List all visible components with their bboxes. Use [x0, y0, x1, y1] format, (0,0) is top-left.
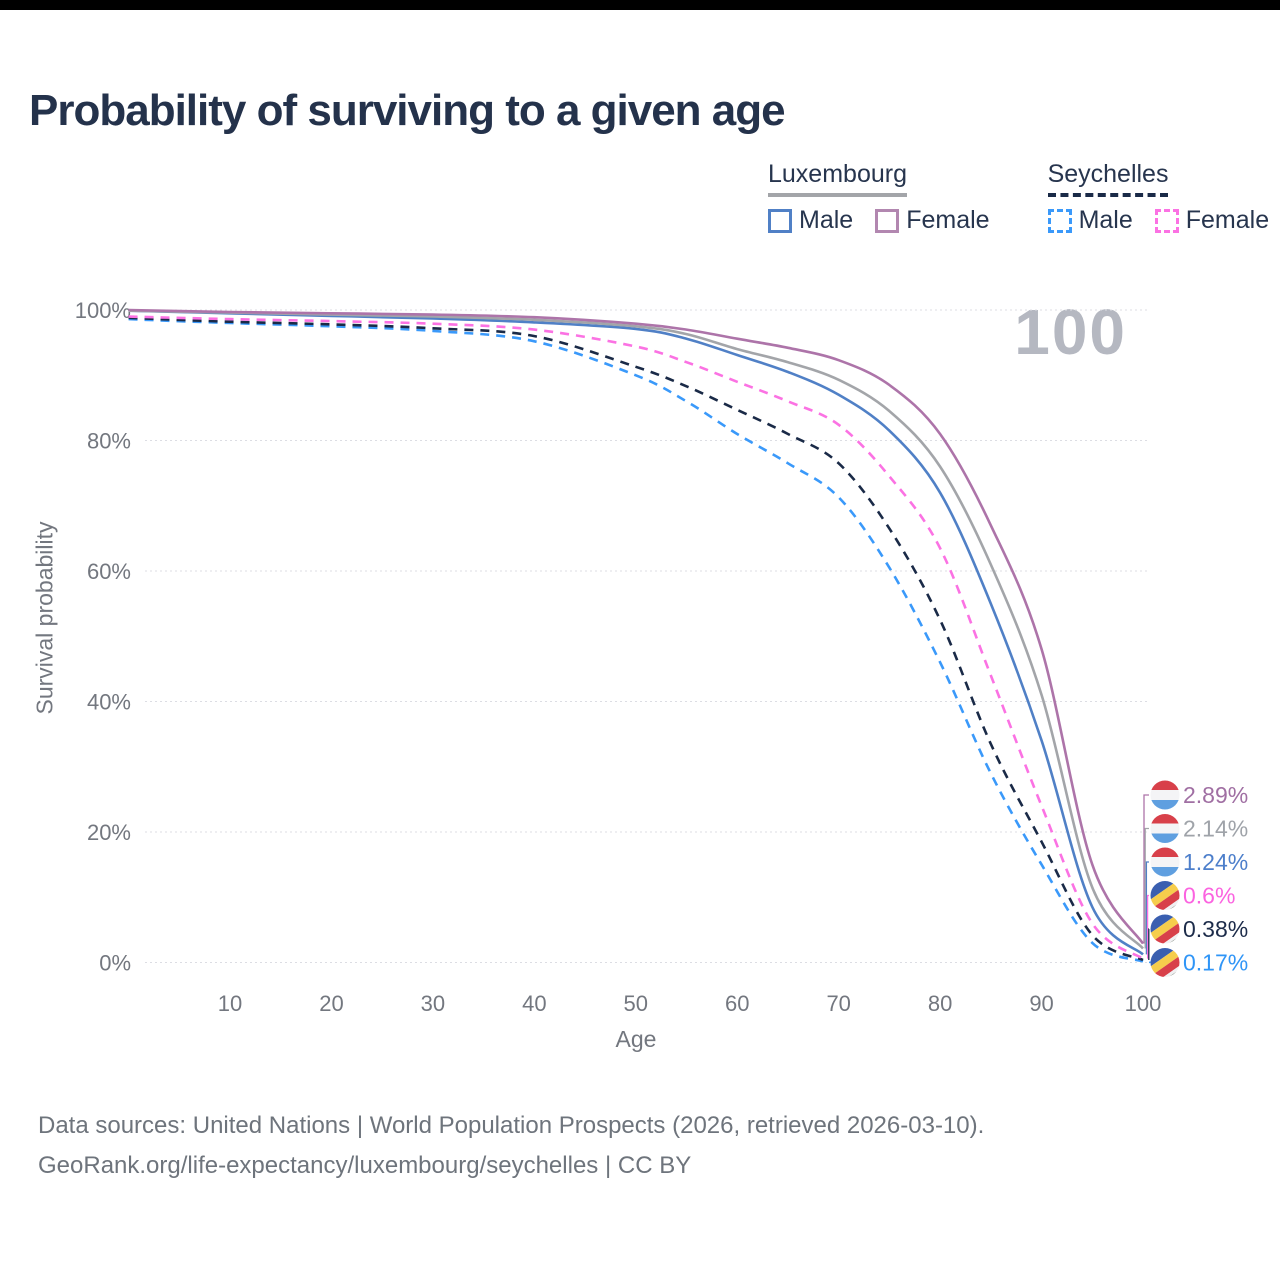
curve-luxembourg-female[interactable] [128, 308, 1145, 945]
end-label-connector-seychelles-male [1149, 961, 1151, 964]
legend-row-luxembourg: Male Female [768, 206, 1012, 235]
luxembourg-flag-icon [1150, 847, 1180, 877]
attribution-line: GeoRank.org/life-expectancy/luxembourg/s… [38, 1152, 692, 1179]
legend: Luxembourg Male Female Seychelles Male [768, 160, 1280, 235]
y-tick-label-0%: 0% [99, 951, 131, 976]
y-tick-label-60%: 60% [87, 559, 131, 584]
page-title: Probability of surviving to a given age [29, 86, 786, 135]
seychelles-female-swatch-icon [1154, 208, 1179, 233]
footer: Data sources: United Nations | World Pop… [38, 1106, 984, 1186]
x-tick-label-40: 40 [522, 991, 546, 1016]
x-tick-label-30: 30 [421, 991, 445, 1016]
end-value-label-seychelles-female: 0.6% [1183, 883, 1235, 909]
x-tick-label-80: 80 [928, 991, 952, 1016]
y-tick-label-40%: 40% [87, 690, 131, 715]
data-sources-line: Data sources: United Nations | World Pop… [38, 1112, 985, 1139]
luxembourg-flag-icon [1150, 814, 1180, 843]
legend-country-luxembourg[interactable]: Luxembourg [768, 160, 907, 197]
luxembourg-male-swatch-icon [768, 208, 792, 233]
curve-seychelles-male[interactable] [128, 317, 1144, 963]
legend-row-seychelles: Male Female [1047, 206, 1280, 235]
legend-item-seychelles-male[interactable]: Male [1047, 206, 1133, 235]
x-tick-label-50: 50 [624, 991, 648, 1016]
x-tick-label-60: 60 [725, 991, 749, 1016]
legend-group-seychelles: Seychelles Male Female [1047, 160, 1280, 235]
hovered-age-watermark: 100 [1014, 296, 1127, 368]
y-tick-label-80%: 80% [87, 429, 131, 454]
y-tick-label-100%: 100% [75, 298, 131, 323]
y-tick-label-20%: 20% [87, 820, 131, 845]
luxembourg-flag-icon [1150, 780, 1180, 810]
legend-item-luxembourg-female[interactable]: Female [875, 206, 990, 235]
end-label-connector-luxembourg-male [1145, 861, 1149, 955]
legend-label-seychelles-female: Female [1185, 206, 1270, 234]
legend-group-luxembourg: Luxembourg Male Female [768, 160, 1012, 235]
x-axis-title: Age [615, 1026, 657, 1052]
end-label-connector-luxembourg-both-sexes [1144, 827, 1149, 949]
legend-country-seychelles[interactable]: Seychelles [1047, 160, 1169, 197]
curve-luxembourg-both-sexes[interactable] [128, 309, 1144, 950]
end-value-label-luxembourg-male: 1.24% [1183, 849, 1248, 875]
curve-seychelles-female[interactable] [128, 315, 1144, 960]
legend-label-seychelles-male: Male [1078, 206, 1133, 234]
seychelles-male-swatch-icon [1047, 208, 1072, 233]
end-value-label-seychelles-male: 0.17% [1183, 950, 1248, 976]
x-tick-label-10: 10 [218, 991, 242, 1016]
end-label-connector-luxembourg-female [1143, 794, 1149, 944]
end-label-connector-seychelles-female [1146, 894, 1149, 959]
legend-label-luxembourg-female: Female [906, 206, 990, 234]
legend-item-seychelles-female[interactable]: Female [1154, 206, 1270, 235]
end-value-label-luxembourg-female: 2.89% [1183, 782, 1248, 808]
end-value-label-seychelles-both-sexes: 0.38% [1183, 916, 1248, 942]
luxembourg-female-swatch-icon [875, 208, 900, 233]
x-tick-label-20: 20 [319, 991, 343, 1016]
legend-item-luxembourg-male[interactable]: Male [768, 206, 853, 235]
curve-luxembourg-male[interactable] [128, 309, 1144, 956]
x-tick-label-90: 90 [1029, 991, 1053, 1016]
curve-seychelles-both-sexes[interactable] [128, 316, 1144, 962]
top-bar [0, 0, 1280, 10]
x-tick-label-70: 70 [826, 991, 850, 1016]
legend-label-luxembourg-male: Male [799, 206, 854, 234]
end-value-label-luxembourg-both-sexes: 2.14% [1183, 816, 1248, 842]
x-tick-label-100: 100 [1125, 991, 1162, 1016]
